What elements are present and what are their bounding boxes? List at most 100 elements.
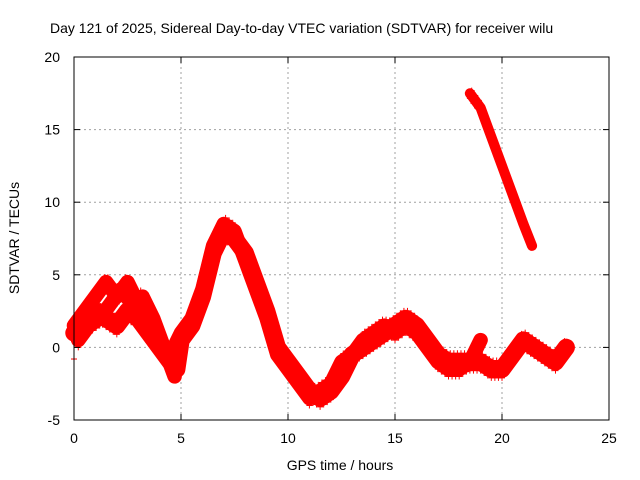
data-point xyxy=(436,352,443,359)
data-point xyxy=(178,337,184,344)
data-point xyxy=(168,371,175,378)
data-point xyxy=(105,296,112,302)
data-point xyxy=(118,293,125,300)
data-point xyxy=(229,219,236,226)
data-point xyxy=(224,230,231,237)
data-point xyxy=(482,114,489,121)
data-point xyxy=(365,326,372,333)
data-point xyxy=(79,303,86,310)
data-point xyxy=(370,345,377,352)
data-point xyxy=(208,242,215,249)
data-point xyxy=(515,201,522,208)
data-point xyxy=(299,392,306,399)
data-point xyxy=(151,312,158,319)
data-point xyxy=(286,361,293,368)
data-point xyxy=(108,279,115,286)
data-point xyxy=(100,317,107,324)
data-point xyxy=(320,392,327,399)
data-point xyxy=(199,293,206,300)
series-track-c xyxy=(71,281,182,384)
y-axis-label: SDTVAR / TECUs xyxy=(6,182,22,294)
data-point xyxy=(541,360,548,367)
data-point xyxy=(465,352,472,359)
data-point xyxy=(377,341,384,348)
data-point xyxy=(466,95,473,102)
data-point xyxy=(523,348,530,355)
data-point xyxy=(222,214,229,221)
data-point xyxy=(120,321,127,328)
data-point xyxy=(493,143,500,150)
data-point xyxy=(160,351,167,358)
data-point xyxy=(85,329,92,336)
chart-title: Day 121 of 2025, Sidereal Day-to-day VTE… xyxy=(50,20,553,36)
data-point xyxy=(345,361,352,368)
data-point xyxy=(531,353,538,360)
data-point xyxy=(188,322,195,329)
data-point xyxy=(188,331,195,338)
data-point xyxy=(219,217,226,224)
data-point xyxy=(260,312,267,319)
data-point xyxy=(482,353,489,360)
data-point xyxy=(525,332,532,339)
data-point xyxy=(359,353,366,360)
data-point xyxy=(112,286,119,293)
data-point xyxy=(174,344,181,351)
data-point xyxy=(500,355,507,362)
data-point xyxy=(210,250,217,257)
data-point xyxy=(490,133,497,140)
data-point xyxy=(202,279,209,286)
data-point xyxy=(333,362,340,369)
data-point xyxy=(206,264,213,271)
data-point xyxy=(227,233,234,240)
data-point xyxy=(411,321,418,328)
data-point xyxy=(338,366,345,373)
data-point xyxy=(484,372,491,379)
data-point xyxy=(550,348,557,355)
data-point xyxy=(194,293,201,300)
data-point xyxy=(132,305,139,312)
data-point xyxy=(440,346,447,353)
data-point xyxy=(524,226,531,233)
data-point xyxy=(470,100,477,107)
data-point xyxy=(509,197,516,204)
data-point xyxy=(395,334,402,341)
data-point xyxy=(440,355,447,362)
data-point xyxy=(103,312,110,319)
data-point xyxy=(393,312,400,319)
data-point xyxy=(135,303,142,310)
data-point xyxy=(292,383,299,390)
data-point xyxy=(397,310,404,317)
data-point xyxy=(504,350,511,357)
data-point xyxy=(484,129,491,136)
data-point xyxy=(500,162,507,169)
data-point xyxy=(128,319,135,326)
data-point xyxy=(406,332,413,339)
data-point xyxy=(78,339,85,346)
data-point xyxy=(277,363,284,370)
data-point xyxy=(283,356,290,363)
data-point xyxy=(538,357,545,364)
data-point xyxy=(433,349,440,356)
data-point xyxy=(506,365,513,372)
data-point xyxy=(441,371,448,378)
data-point xyxy=(470,358,477,365)
data-point xyxy=(504,172,511,179)
data-point xyxy=(139,300,146,307)
data-point xyxy=(176,355,183,362)
data-point xyxy=(527,234,534,241)
data-point xyxy=(327,396,334,403)
series-line xyxy=(71,282,182,384)
data-point xyxy=(80,322,87,329)
data-point xyxy=(113,331,120,338)
data-point xyxy=(475,333,482,340)
data-point xyxy=(109,291,116,298)
data-point xyxy=(185,327,192,334)
data-point xyxy=(290,366,297,373)
data-point xyxy=(520,226,527,233)
data-point xyxy=(329,369,336,376)
data-point xyxy=(422,326,429,333)
data-point xyxy=(381,329,388,336)
data-point xyxy=(475,97,482,104)
data-point xyxy=(372,321,379,328)
